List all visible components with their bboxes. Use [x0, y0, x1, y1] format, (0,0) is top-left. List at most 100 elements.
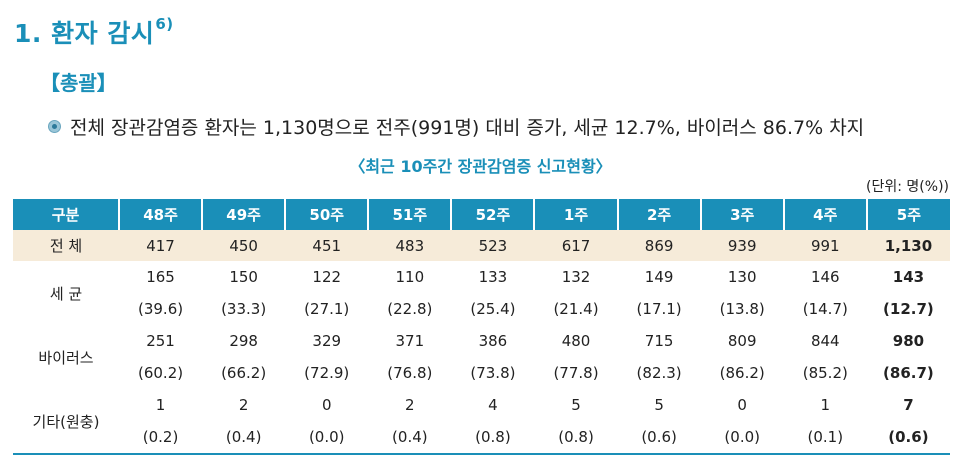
- footnote-marker: 6): [155, 14, 174, 33]
- percent-cell: (77.8): [553, 364, 599, 382]
- percent-cell: (0.0): [724, 428, 760, 446]
- count-cell: 844: [810, 332, 840, 350]
- percent-cell: (27.1): [304, 300, 350, 318]
- table-row: 세 균 165 150 122 110 133 132 149 130 146 143: [13, 261, 950, 303]
- percent-cell: (13.8): [719, 300, 765, 318]
- count-cell: 150: [229, 268, 258, 286]
- column-header-week: 3주: [699, 199, 784, 230]
- count-cell: 329: [312, 332, 342, 350]
- table-title: 〈최근 10주간 장관감염증 신고현황〉: [349, 157, 612, 176]
- table-row: (60.2) (66.2) (72.9) (76.8) (73.8) (77.8) (82.…: [13, 357, 950, 389]
- count-cell: 110: [395, 268, 425, 286]
- table-cell: 450: [202, 230, 286, 261]
- summary-line: 전체 장관감염증 환자는 1,130명으로 전주(991명) 대비 증가, 세균…: [48, 113, 864, 140]
- section-heading: 1. 환자 감시6): [14, 14, 174, 50]
- percent-cell: (0.6): [641, 428, 677, 446]
- count-cell: 480: [561, 332, 591, 350]
- table-row: 기타(원충) 1 2 0 2 4 5 5 0 1 7: [13, 389, 950, 431]
- column-header-week: 5주: [865, 199, 950, 230]
- table-cell: 417: [119, 230, 203, 261]
- percent-cell: (0.6): [888, 428, 929, 446]
- table-cell: 523: [451, 230, 535, 261]
- count-cell: 298: [229, 332, 258, 350]
- table-cell: 939: [700, 230, 784, 261]
- count-cell: 2: [405, 396, 415, 414]
- count-cell: 251: [146, 332, 175, 350]
- row-label: 바이러스: [38, 348, 94, 367]
- percent-cell: (17.1): [636, 300, 682, 318]
- table-cell: 991: [783, 230, 867, 261]
- table-row: (39.6) (33.3) (27.1) (22.8) (25.4) (21.4) (17.…: [13, 293, 950, 325]
- count-cell: 0: [737, 396, 747, 414]
- percent-cell: (86.2): [719, 364, 765, 382]
- circle-bullet-icon: [48, 120, 61, 133]
- count-cell: 5: [654, 396, 664, 414]
- count-cell: 146: [810, 268, 840, 286]
- percent-cell: (0.2): [142, 428, 179, 446]
- column-header-week: 49주: [201, 199, 286, 230]
- percent-cell: (0.8): [558, 428, 594, 446]
- count-cell: 4: [488, 396, 498, 414]
- table-cell: 1,130: [866, 230, 950, 261]
- percent-cell: (72.9): [304, 364, 350, 382]
- percent-cell: (76.8): [387, 364, 433, 382]
- table-cell: 869: [617, 230, 701, 261]
- table-header-row: 구분 48주 49주 50주 51주 52주 1주 2주 3주 4주 5주: [13, 199, 950, 230]
- column-header-week: 51주: [367, 199, 452, 230]
- count-cell: 2: [238, 396, 249, 414]
- table-row-total: 전 체 417 450 451 483 523 617 869 939 991 1,130: [13, 230, 950, 261]
- count-cell: 5: [571, 396, 581, 414]
- count-cell: 149: [644, 268, 674, 286]
- table-row: 바이러스 251 298 329 371 386 480 715 809 844 980: [13, 325, 950, 367]
- column-header-week: 2주: [616, 199, 701, 230]
- percent-cell: (85.2): [802, 364, 848, 382]
- unit-label: (단위: 명(%)): [866, 179, 949, 195]
- surveillance-table: 구분 48주 49주 50주 51주 52주 1주 2주 3주 4주 5주 전 체 417 450 451…: [13, 199, 950, 455]
- table-row: (0.2) (0.4) (0.0) (0.4) (0.8) (0.8) (0.6) (0.0)…: [13, 421, 950, 454]
- percent-cell: (66.2): [221, 364, 267, 382]
- row-label: 전 체: [13, 230, 119, 261]
- count-cell: 0: [321, 396, 332, 414]
- percent-cell: (12.7): [883, 300, 934, 318]
- column-header-week: 1주: [533, 199, 618, 230]
- column-header-week: 52주: [450, 199, 535, 230]
- table-cell: 617: [534, 230, 618, 261]
- count-cell: 1: [155, 396, 166, 414]
- count-cell: 809: [727, 332, 757, 350]
- count-cell: 165: [146, 268, 175, 286]
- percent-cell: (73.8): [470, 364, 516, 382]
- subheading: 【총괄】: [40, 71, 117, 95]
- percent-cell: (0.1): [807, 428, 844, 446]
- summary-text: 전체 장관감염증 환자는 1,130명으로 전주(991명) 대비 증가, 세균…: [70, 117, 865, 139]
- percent-cell: (86.7): [883, 364, 934, 382]
- percent-cell: (22.8): [387, 300, 433, 318]
- count-cell: 715: [644, 332, 674, 350]
- column-header-category: 구분: [13, 199, 119, 230]
- section-title: 환자 감시: [51, 19, 155, 48]
- percent-cell: (21.4): [553, 300, 599, 318]
- percent-cell: (0.4): [225, 428, 262, 446]
- table-cell: 483: [368, 230, 452, 261]
- percent-cell: (82.3): [636, 364, 682, 382]
- column-header-week: 48주: [117, 199, 203, 230]
- column-header-week: 50주: [284, 199, 369, 230]
- count-cell: 143: [892, 268, 925, 286]
- percent-cell: (60.2): [137, 364, 184, 382]
- count-cell: 980: [892, 332, 925, 350]
- count-cell: 130: [727, 268, 757, 286]
- row-label: 세 균: [49, 284, 83, 303]
- table-cell: 451: [285, 230, 369, 261]
- percent-cell: (0.8): [475, 428, 511, 446]
- count-cell: 132: [561, 268, 591, 286]
- percent-cell: (14.7): [802, 300, 848, 318]
- row-label: 기타(원충): [32, 412, 100, 431]
- count-cell: 122: [312, 268, 342, 286]
- count-cell: 7: [903, 396, 914, 414]
- count-cell: 133: [478, 268, 508, 286]
- count-cell: 1: [820, 396, 831, 414]
- percent-cell: (25.4): [470, 300, 516, 318]
- section-number: 1.: [14, 19, 42, 48]
- percent-cell: (0.4): [392, 428, 428, 446]
- percent-cell: (39.6): [137, 300, 184, 318]
- column-header-week: 4주: [782, 199, 867, 230]
